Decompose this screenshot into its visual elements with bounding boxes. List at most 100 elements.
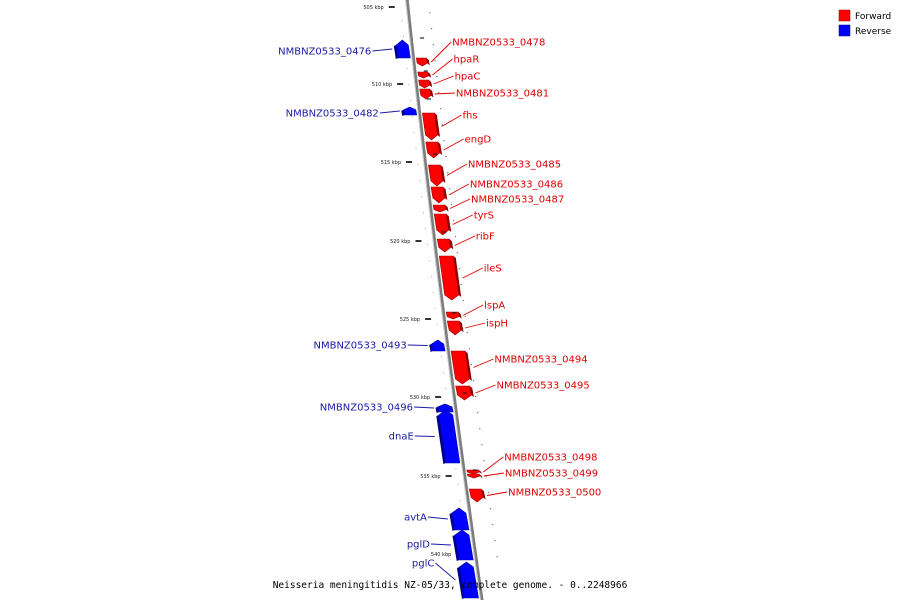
legend: Forward Reverse [838,9,892,37]
gene-arrow-avta[interactable] [451,507,470,531]
gene-arrow-lspa[interactable] [445,311,460,320]
leader-line-isph [464,322,486,329]
gene-nmbnz0533-0500[interactable] [468,488,486,503]
gene-nmbnz0533-0486[interactable] [430,186,448,204]
gene-nmbnz0533-0487[interactable] [432,204,449,213]
gene-arrow-nmbnz0533-0493[interactable] [431,339,446,352]
gene-arrow-fhs[interactable] [422,112,438,141]
gene-label-nmbnz0533-0481[interactable]: NMBNZ0533_0481 [456,89,549,100]
gene-label-pgld[interactable]: pglD [407,540,430,551]
gene-label-nmbnz0533-0478[interactable]: NMBNZ0533_0478 [452,38,545,49]
gene-nmbnz0533-0482[interactable] [401,106,418,116]
ring-dot [421,196,423,197]
gene-avta[interactable] [449,507,470,531]
gene-label-nmbnz0533-0487[interactable]: NMBNZ0533_0487 [471,195,564,206]
gene-pglc[interactable] [456,561,479,599]
gene-label-pglc[interactable]: pglC [412,559,434,570]
gene-arrow-nmbnz0533-0485[interactable] [428,164,444,187]
gene-shading-nmbnz0533-0498 [478,470,482,474]
gene-label-avta[interactable]: avtA [404,513,427,524]
gene-dnae[interactable] [436,409,461,464]
ring-dot [485,476,487,478]
gene-label-ribf[interactable]: ribF [476,232,495,243]
gene-iles[interactable] [438,255,462,301]
gene-label-nmbnz0533-0482[interactable]: NMBNZ0533_0482 [286,109,379,120]
gene-lspa[interactable] [445,311,462,320]
gene-ribf[interactable] [436,238,454,253]
gene-nmbnz0533-0494[interactable] [450,350,472,385]
gene-fhs[interactable] [422,112,440,141]
gene-engd[interactable] [425,141,443,159]
gene-label-engd[interactable]: engD [465,135,492,146]
gene-arrow-nmbnz0533-0476[interactable] [395,39,411,59]
ring-dot [475,396,477,398]
gene-label-lspa[interactable]: lspA [484,301,505,312]
gene-label-nmbnz0533-0496[interactable]: NMBNZ0533_0496 [320,403,413,414]
gene-arrow-nmbnz0533-0478[interactable] [415,57,428,67]
gene-label-tyrs[interactable]: tyrS [474,211,494,222]
ring-dot [462,300,464,302]
leader-line-dnae [414,435,435,437]
gene-label-nmbnz0533-0500[interactable]: NMBNZ0533_0500 [508,488,601,499]
gene-label-nmbnz0533-0499[interactable]: NMBNZ0533_0499 [505,469,598,480]
gene-arrow-nmbnz0533-0499[interactable] [466,473,481,479]
gene-shading-hpar [427,72,431,78]
legend-swatch-forward [838,9,851,22]
ring-dot [464,316,466,318]
gene-hpac[interactable] [418,79,433,89]
gene-arrow-nmbnz0533-0487[interactable] [432,204,447,213]
gene-arrow-hpac[interactable] [418,79,430,89]
gene-shading-nmbnz0533-0500 [481,489,486,500]
gene-shading-nmbnz0533-0485 [440,165,446,183]
gene-nmbnz0533-0498[interactable] [466,469,482,475]
gene-arrow-dnae[interactable] [438,409,461,464]
gene-arrow-hpar[interactable] [417,71,429,79]
gene-arrow-nmbnz0533-0500[interactable] [468,488,484,503]
gene-isph[interactable] [446,320,464,336]
gene-label-dnae[interactable]: dnaE [389,432,414,443]
ring-dot [434,60,436,62]
gene-arrow-nmbnz0533-0486[interactable] [430,186,446,204]
gene-label-fhs[interactable]: fhs [463,111,478,122]
gene-arrow-tyrs[interactable] [433,213,450,236]
ring-dot [443,140,445,142]
ring-dot [432,44,434,46]
gene-label-nmbnz0533-0485[interactable]: NMBNZ0533_0485 [468,160,561,171]
gene-arrow-engd[interactable] [425,141,440,159]
gene-nmbnz0533-0499[interactable] [466,473,483,479]
gene-label-nmbnz0533-0495[interactable]: NMBNZ0533_0495 [497,381,590,392]
gene-arrow-iles[interactable] [438,255,460,301]
gene-arrow-ribf[interactable] [436,238,452,253]
gene-arrow-nmbnz0533-0481[interactable] [419,88,432,100]
gene-label-nmbnz0533-0486[interactable]: NMBNZ0533_0486 [470,180,563,191]
gene-arrow-isph[interactable] [446,320,462,336]
gene-label-nmbnz0533-0498[interactable]: NMBNZ0533_0498 [504,453,597,464]
gene-arrow-pglc[interactable] [459,561,479,599]
gene-nmbnz0533-0481[interactable] [419,88,434,100]
leader-line-avta [427,516,448,520]
ring-dot [451,204,453,206]
gene-pgld[interactable] [452,529,474,561]
gene-label-iles[interactable]: ileS [484,264,502,275]
gene-nmbnz0533-0493[interactable] [429,339,446,352]
gene-nmbnz0533-0485[interactable] [428,164,446,187]
gene-label-nmbnz0533-0493[interactable]: NMBNZ0533_0493 [313,341,406,352]
gene-shading-nmbnz0533-0494 [465,351,472,381]
gene-shading-nmbnz0533-0481 [429,89,434,98]
gene-label-isph[interactable]: ispH [486,319,508,330]
gene-label-hpar[interactable]: hpaR [454,55,480,66]
ring-dot [431,28,433,30]
gene-label-nmbnz0533-0476[interactable]: NMBNZ0533_0476 [278,47,371,58]
gene-label-nmbnz0533-0494[interactable]: NMBNZ0533_0494 [494,355,587,366]
gene-arrow-nmbnz0533-0482[interactable] [403,106,418,116]
ring-dot [496,556,498,558]
ring-dot [449,188,451,190]
gene-arrow-pgld[interactable] [454,529,474,561]
gene-arrow-nmbnz0533-0494[interactable] [450,350,470,385]
gene-nmbnz0533-0476[interactable] [393,39,411,59]
gene-label-hpac[interactable]: hpaC [455,72,481,83]
gene-nmbnz0533-0478[interactable] [415,57,430,67]
scale-tick-label: 530 kbp [410,395,430,401]
ring-dot [439,108,442,110]
gene-hpar[interactable] [417,71,431,79]
